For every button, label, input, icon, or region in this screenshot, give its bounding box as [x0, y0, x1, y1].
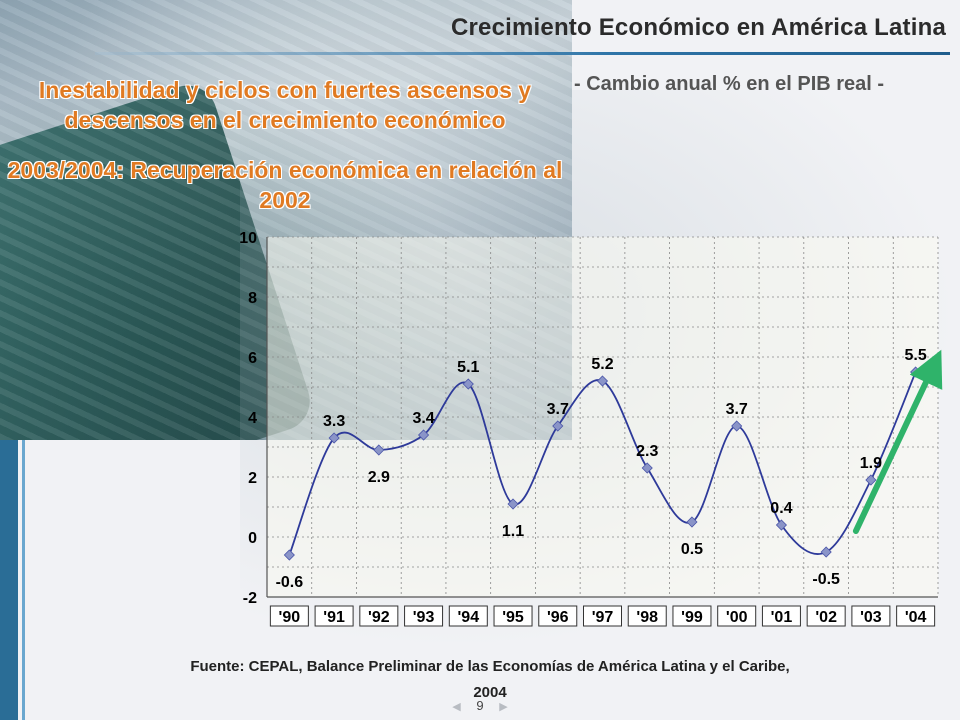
data-label: 5.5 — [905, 347, 927, 364]
headline-instability: Inestabilidad y ciclos con fuertes ascen… — [38, 77, 532, 133]
x-tick-label: '93 — [413, 609, 435, 626]
page-navigator: ◀ 9 ▶ — [440, 698, 520, 713]
x-tick-label: '94 — [457, 609, 479, 626]
y-tick-label: 10 — [239, 230, 257, 247]
y-tick-label: 4 — [248, 410, 257, 427]
data-point — [596, 375, 609, 387]
title-underline — [95, 52, 950, 55]
y-tick-label: 6 — [248, 350, 257, 367]
x-tick-label: '04 — [905, 609, 927, 626]
data-point — [418, 429, 430, 441]
headline-recovery: 2003/2004: Recuperación económica en rel… — [7, 157, 563, 213]
x-tick-label: '02 — [815, 609, 837, 626]
data-point — [820, 546, 832, 558]
page-number: 9 — [476, 698, 484, 713]
x-tick-box — [851, 605, 891, 627]
data-point — [865, 474, 877, 486]
x-tick-box — [896, 605, 936, 627]
background-photo — [0, 0, 572, 440]
x-tick-box — [627, 605, 667, 627]
y-tick-label: 8 — [248, 290, 257, 307]
x-tick-box — [672, 605, 712, 627]
y-tick-label: -2 — [243, 590, 257, 607]
x-tick-label: '98 — [636, 609, 658, 626]
data-label: 5.1 — [457, 359, 479, 376]
x-tick-label: '96 — [547, 609, 569, 626]
x-tick-box — [269, 605, 309, 627]
data-point — [328, 432, 340, 444]
y-tick-label: 2 — [248, 470, 257, 487]
data-point — [686, 516, 698, 528]
data-point — [462, 378, 474, 390]
data-label: 3.7 — [726, 401, 748, 418]
data-point — [552, 420, 564, 432]
data-label: 1.9 — [860, 455, 882, 472]
x-tick-label: '91 — [323, 609, 345, 626]
x-tick-label: '00 — [726, 609, 748, 626]
chart-subtitle: - Cambio anual % en el PIB real - — [574, 73, 885, 95]
trend-arrow-icon — [852, 349, 943, 534]
data-label: 2.3 — [636, 443, 658, 460]
x-tick-box — [806, 605, 846, 627]
triangle-left-icon[interactable]: ◀ — [452, 701, 461, 713]
data-label: 0.5 — [681, 541, 703, 558]
x-tick-label: '90 — [279, 609, 301, 626]
source-note: Fuente: CEPAL, Balance Preliminar de las… — [190, 658, 790, 701]
triangle-right-icon[interactable]: ▶ — [499, 701, 508, 713]
data-point — [731, 420, 743, 432]
chart-axes: -2 0 2 4 6 8 10 '90 '91 '92 '93 '94 '95 '96 '97 '98 '99 '… — [239, 230, 938, 627]
data-label: -0.6 — [276, 574, 304, 591]
x-tick-box — [538, 605, 578, 627]
x-tick-label: '95 — [502, 609, 524, 626]
data-point — [641, 462, 653, 474]
data-label: 5.2 — [591, 356, 613, 373]
slide-title: Crecimiento Económico en América Latina — [450, 14, 946, 41]
data-label: 2.9 — [368, 469, 390, 486]
data-point — [507, 498, 519, 510]
data-label: 1.1 — [502, 523, 524, 540]
data-point — [775, 519, 787, 531]
x-tick-box — [404, 605, 444, 627]
x-tick-label: '03 — [860, 609, 882, 626]
x-tick-box — [448, 605, 488, 627]
chart-annotation — [852, 349, 943, 534]
data-label: 3.3 — [323, 413, 345, 430]
x-tick-box — [359, 605, 399, 627]
x-tick-box — [314, 605, 354, 627]
data-point — [373, 444, 385, 456]
x-tick-box — [717, 605, 757, 627]
x-tick-label: '92 — [368, 609, 390, 626]
chart-gridlines — [266, 236, 939, 598]
data-point — [283, 549, 295, 561]
data-label: -0.5 — [812, 571, 840, 588]
x-tick-label: '01 — [771, 609, 793, 626]
x-tick-box — [583, 605, 622, 627]
x-tick-label: '99 — [681, 609, 703, 626]
x-tick-box — [761, 605, 801, 627]
x-tick-label: '97 — [592, 609, 614, 626]
chart-data-labels: -0.6 3.3 2.9 3.4 5.1 1.1 3.7 5.2 2.3 0.5 3.7 0.4 -0.… — [276, 347, 927, 591]
data-label: 0.4 — [770, 500, 792, 517]
data-label: 3.7 — [547, 401, 569, 418]
chart-series — [283, 366, 922, 561]
data-label: 3.4 — [412, 410, 434, 427]
x-tick-box — [493, 605, 533, 627]
y-tick-label: 0 — [248, 530, 257, 547]
